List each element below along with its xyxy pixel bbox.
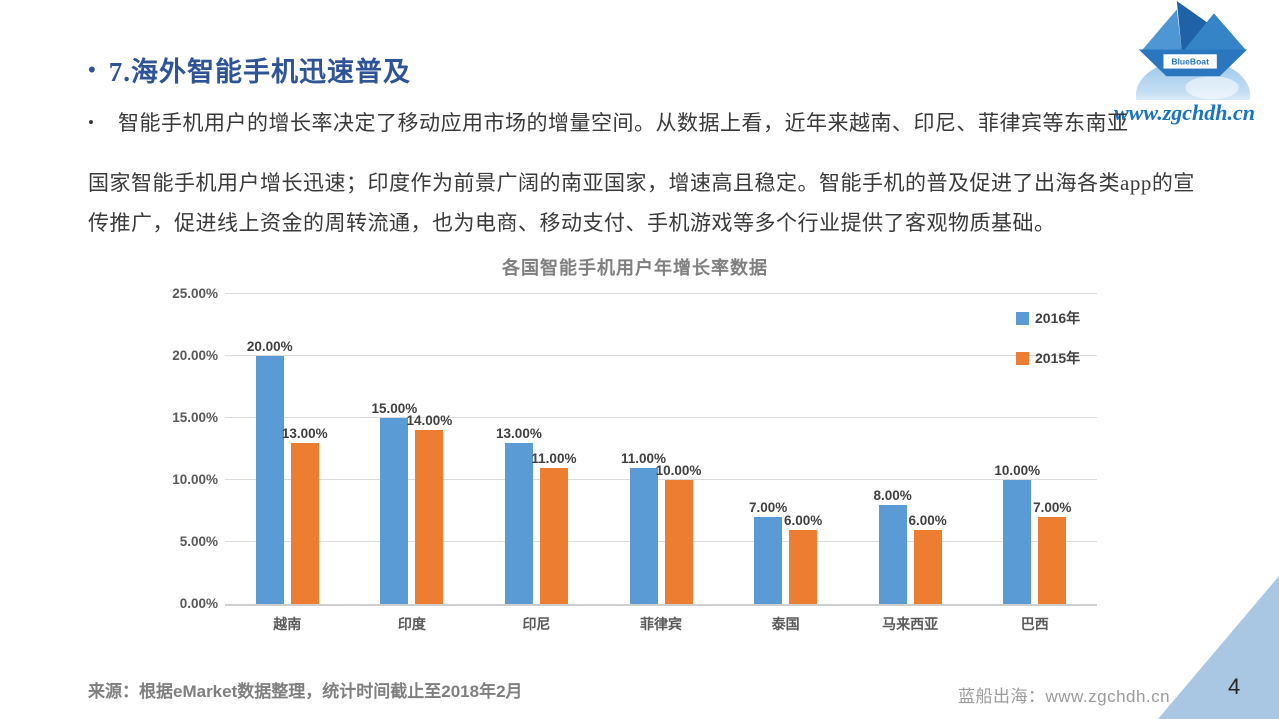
bar-2015年-印尼: 11.00% [531, 451, 576, 604]
y-tick-label: 0.00% [179, 596, 218, 611]
bar-group-菲律宾: 11.00% 10.00% [599, 294, 724, 604]
body-line-2: 国家智能手机用户增长迅速；印度作为前景广阔的南亚国家，增速高且稳定。智能手机的普… [88, 171, 1195, 195]
bar-chart: 各国智能手机用户年增长率数据 0.00% 5.00% 10.00% 15.00% 20.… [160, 252, 1110, 652]
source-note: 来源：根据eMarket数据整理，统计时间截止至2018年2月 [88, 682, 523, 701]
legend-swatch-icon [1016, 311, 1029, 325]
corner-triangle-decoration [1158, 576, 1279, 719]
legend-item-2015年: 2015年 [1016, 350, 1080, 366]
bar-2015年-菲律宾: 10.00% [656, 463, 701, 604]
category-label-菲律宾: 菲律宾 [640, 616, 683, 632]
bar-value-label: 14.00% [406, 413, 453, 429]
bar-value-label: 8.00% [873, 487, 912, 503]
bar-value-label: 20.00% [246, 339, 293, 354]
bar-2016年-印度: 15.00% [371, 401, 417, 604]
bar-value-label: 6.00% [783, 512, 823, 528]
bar-2015年-马来西亚: 6.00% [909, 513, 947, 604]
gridline [225, 541, 1097, 542]
y-axis: 0.00% 5.00% 10.00% 15.00% 20.00% 25.00% [160, 286, 218, 611]
bar-value-label: 7.00% [1033, 500, 1072, 516]
bar-value-label: 15.00% [371, 401, 418, 416]
bar-group-越南: 20.00% 13.00% [225, 294, 350, 604]
bar-value-label: 11.00% [620, 450, 667, 466]
body-line-3: 传推广，促进线上资金的周转流通，也为电商、移动支付、手机游戏等多个行业提供了客观… [88, 211, 1056, 235]
bar-value-label: 11.00% [531, 450, 577, 466]
x-axis: 越南 印度 印尼 菲律宾 泰国 马来西亚 巴西 [225, 614, 1097, 634]
logo-badge-text: BlueBoat [1171, 57, 1209, 67]
body-text-1: 智能手机用户的增长率决定了移动应用市场的增量空间。从数据上看，近年来越南、印尼、… [118, 111, 1129, 135]
plot-area: 20.00% 13.00% 15.00% 14.00% 13.00% 11.00% 11.0… [225, 293, 1097, 606]
legend-label: 2016年 [1035, 310, 1081, 326]
boat-right-sail [1176, 0, 1246, 50]
title-bullet-icon: • [88, 56, 96, 82]
gridline [225, 293, 1097, 294]
blueboat-logo: BlueBoat [1118, 0, 1268, 132]
y-tick-label: 20.00% [172, 348, 218, 363]
category-label-泰国: 泰国 [771, 616, 800, 632]
body-bullet-icon: • [88, 113, 95, 132]
bar-2016年-马来西亚: 8.00% [874, 488, 912, 604]
chart-title: 各国智能手机用户年增长率数据 [502, 258, 768, 278]
logo-badge [1163, 54, 1217, 69]
bar-group-巴西: 10.00% 7.00% [972, 294, 1097, 604]
bar-2015年-巴西: 7.00% [1033, 500, 1071, 604]
bar-group-马来西亚: 8.00% 6.00% [848, 294, 973, 604]
bar-2015年-泰国: 6.00% [784, 513, 822, 604]
bar-value-label: 7.00% [748, 500, 788, 516]
bar-2016年-泰国: 7.00% [749, 500, 787, 604]
footer-site-text: 蓝船出海：www.zgchdh.cn [958, 687, 1171, 706]
bar-2015年-越南: 13.00% [282, 426, 328, 604]
bar-group-泰国: 7.00% 6.00% [723, 294, 848, 604]
y-tick-label: 10.00% [172, 472, 218, 487]
bar-group-印度: 15.00% 14.00% [350, 294, 475, 604]
bar-value-label: 10.00% [655, 463, 702, 478]
bar-2016年-越南: 20.00% [247, 339, 293, 604]
page-title: 7.海外智能手机迅速普及 [108, 57, 411, 87]
legend-item-2016年: 2016年 [1016, 310, 1080, 326]
y-tick-label: 25.00% [172, 286, 218, 301]
legend-label: 2015年 [1035, 350, 1081, 366]
bar-value-label: 6.00% [908, 512, 947, 528]
boat-globe-icon: BlueBoat [1135, 0, 1251, 132]
legend-swatch-icon [1016, 351, 1029, 365]
bar-2016年-巴西: 10.00% [994, 463, 1040, 604]
y-tick-label: 5.00% [179, 534, 218, 549]
boat-left-sail [1142, 9, 1182, 50]
y-tick-label: 15.00% [172, 410, 218, 425]
bar-2015年-印度: 14.00% [406, 413, 452, 604]
bar-groups: 20.00% 13.00% 15.00% 14.00% 13.00% 11.00% 11.0… [225, 294, 1097, 604]
gridline [225, 479, 1097, 480]
page-number: 4 [1228, 674, 1241, 699]
category-label-巴西: 巴西 [1020, 616, 1049, 632]
boat-right-face [1184, 13, 1246, 50]
bar-value-label: 13.00% [496, 425, 542, 441]
category-label-印尼: 印尼 [522, 616, 551, 632]
category-label-越南: 越南 [273, 616, 302, 632]
bar-group-印尼: 13.00% 11.00% [474, 294, 599, 604]
bar-2016年-菲律宾: 11.00% [621, 451, 666, 604]
bar-value-label: 10.00% [994, 463, 1041, 478]
bar-value-label: 13.00% [281, 425, 328, 441]
bar-2016年-印尼: 13.00% [496, 426, 542, 604]
logo-url-text: www.zgchdh.cn [1114, 100, 1256, 125]
chart-legend: 2016年 2015年 [1016, 310, 1080, 390]
gridline [225, 355, 1097, 356]
category-label-印度: 印度 [397, 616, 426, 632]
page-title-row: • 7.海外智能手机迅速普及 [88, 50, 411, 89]
gridline [225, 417, 1097, 418]
category-label-马来西亚: 马来西亚 [882, 616, 939, 632]
body-line-1: • 智能手机用户的增长率决定了移动应用市场的增量空间。从数据上看，近年来越南、印尼… [88, 107, 1129, 137]
